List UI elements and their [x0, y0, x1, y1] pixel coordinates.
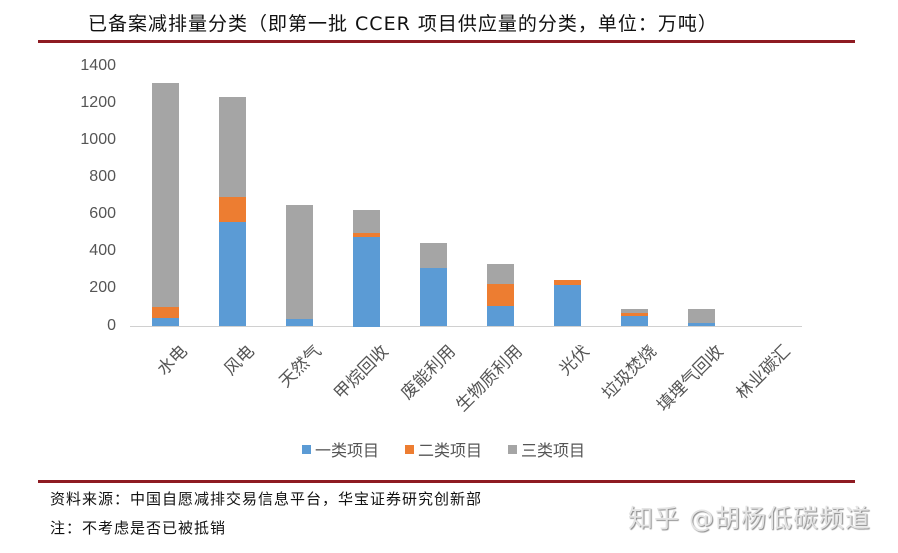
chart-legend: 一类项目 二类项目 三类项目 [302, 437, 585, 461]
y-tick-label: 600 [89, 205, 116, 223]
x-tick-label: 林业碳汇 [732, 341, 795, 404]
x-tick-label: 风电 [220, 341, 259, 380]
bar-segment-series-3 [152, 83, 179, 307]
bar-segment-series-2 [554, 279, 581, 285]
note-text: 注：不考虑是否已被抵销 [50, 519, 227, 537]
y-tick-label: 400 [89, 242, 116, 260]
y-tick-label: 1200 [80, 93, 116, 111]
bar-segment-series-3 [286, 205, 313, 320]
bar-segment-series-2 [152, 307, 179, 319]
legend-swatch-icon [405, 444, 415, 454]
legend-item: 三类项目 [508, 437, 585, 461]
x-tick-label: 废能利用 [397, 341, 460, 404]
bar-stack [420, 243, 447, 327]
bar-segment-series-2 [353, 232, 380, 238]
legend-label: 一类项目 [315, 441, 380, 460]
bar-segment-series-3 [487, 264, 514, 284]
legend-swatch-icon [508, 444, 518, 454]
x-tick-label: 垃圾焚烧 [598, 341, 661, 404]
x-axis-line [130, 326, 802, 327]
source-text: 资料来源：中国自愿减排交易信息平台，华宝证券研究创新部 [50, 490, 483, 508]
title-bullet: · [89, 14, 93, 25]
x-tick-label: 光伏 [555, 341, 594, 380]
y-tick-label: 0 [107, 316, 116, 334]
bar-segment-series-3 [219, 97, 246, 197]
bar-segment-series-3 [353, 209, 380, 233]
legend-swatch-icon [302, 444, 311, 454]
bar-segment-series-3 [688, 309, 715, 323]
legend-label: 三类项目 [521, 441, 586, 460]
y-tick-label: 1000 [80, 130, 116, 148]
watermark: 知乎 @胡杨低碳频道 [628, 504, 871, 533]
bar-segment-series-1 [353, 237, 380, 327]
bar-stack [219, 97, 246, 327]
chart-title: 已备案减排量分类（即第一批 CCER 项目供应量的分类，单位：万吨） [88, 13, 718, 35]
stacked-bar-chart: 0 200 400 600 800 1000 1200 1400 水电 风电 天然气 甲烷回收 废能利用… [80, 56, 802, 416]
bar-stack [621, 309, 648, 327]
bar-segment-series-2 [219, 196, 246, 222]
y-tick-label: 800 [89, 167, 116, 185]
x-tick-label: 填埋气回收 [653, 341, 728, 416]
top-divider [38, 40, 855, 43]
bar-stack [353, 209, 380, 327]
bar-segment-series-1 [152, 318, 179, 327]
bar-stack [554, 279, 581, 327]
bar-segment-series-2 [487, 283, 514, 306]
bar-segment-series-1 [554, 284, 581, 327]
bar-segment-series-1 [688, 322, 715, 327]
legend-item: 二类项目 [405, 437, 482, 461]
x-tick-label: 天然气 [275, 341, 326, 392]
bar-segment-series-1 [286, 319, 313, 327]
x-tick-label: 水电 [153, 341, 192, 380]
bar-stack [487, 264, 514, 327]
bar-segment-series-2 [621, 312, 648, 316]
y-tick-label: 1400 [80, 56, 116, 74]
legend-item: 一类项目 [302, 437, 379, 461]
bar-segment-series-3 [621, 309, 648, 313]
bar-segment-series-1 [219, 221, 246, 327]
bottom-divider [38, 480, 855, 483]
bar-segment-series-1 [621, 315, 648, 327]
x-tick-label: 甲烷回收 [330, 341, 393, 404]
bar-segment-series-1 [487, 305, 514, 327]
bar-segment-series-3 [420, 243, 447, 269]
legend-label: 二类项目 [418, 441, 483, 460]
y-tick-label: 200 [89, 279, 116, 297]
bar-segment-series-1 [420, 268, 447, 327]
bar-stack [286, 205, 313, 327]
x-tick-label: 生物质利用 [452, 341, 527, 416]
bar-stack [688, 309, 715, 327]
bar-stack [152, 83, 179, 327]
